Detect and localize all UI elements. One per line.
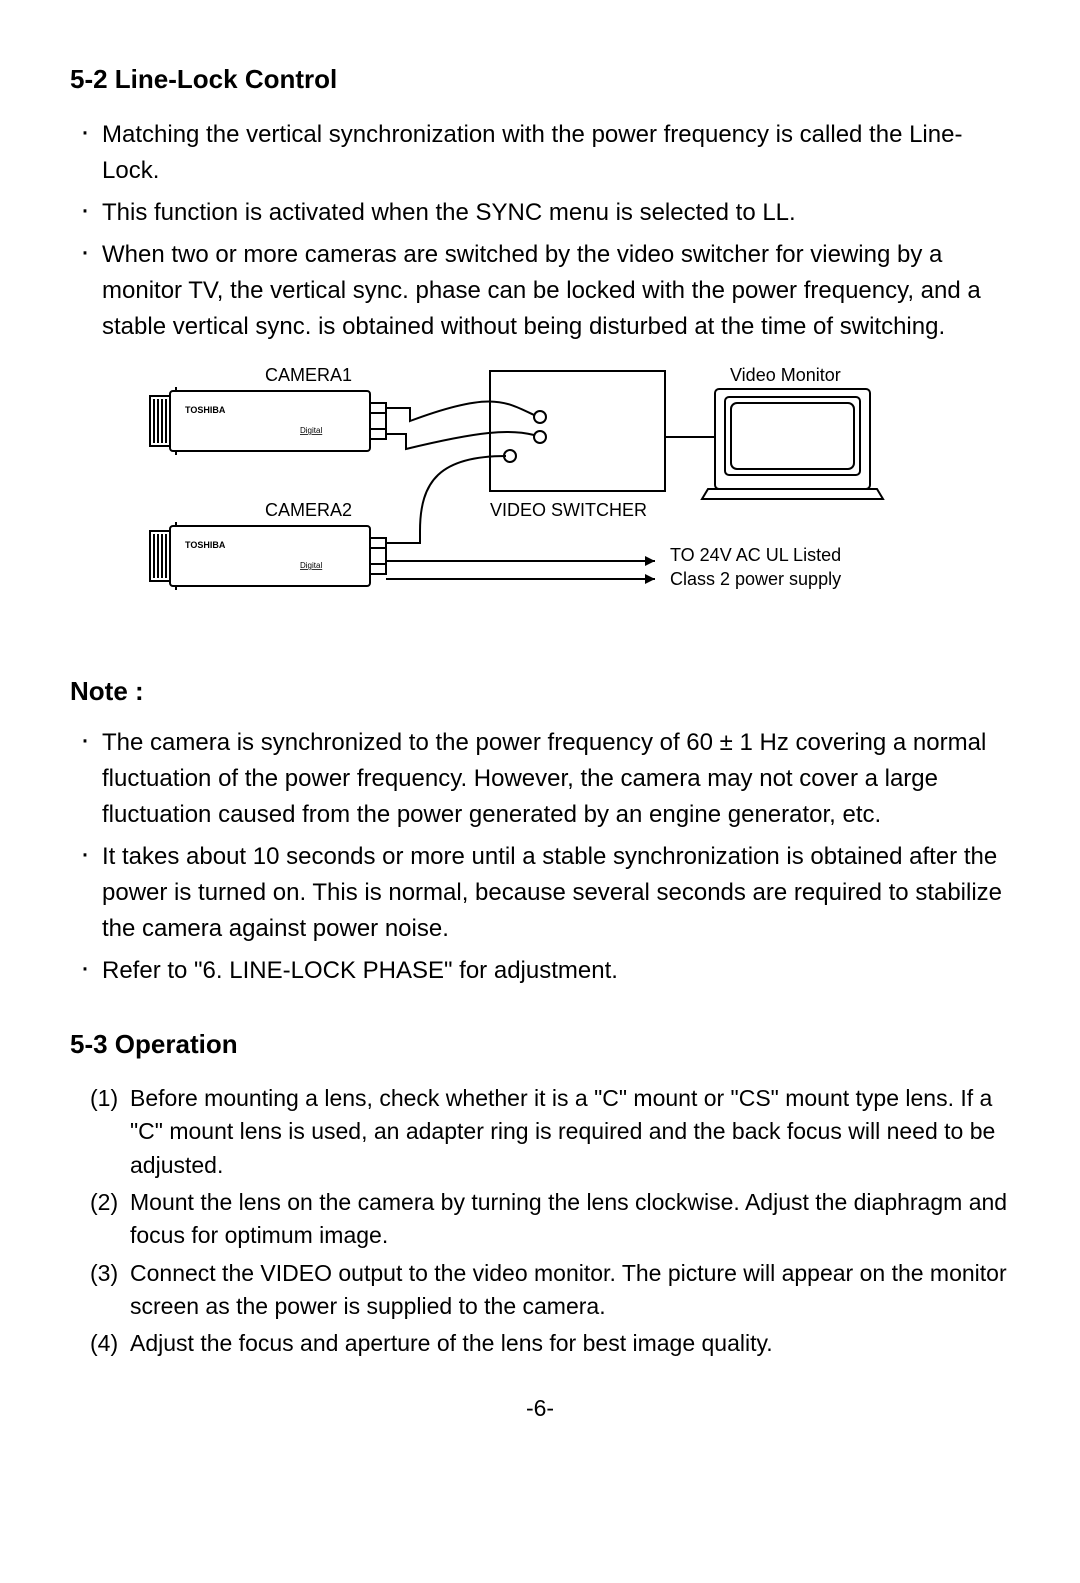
camera-brand: TOSHIBA bbox=[185, 405, 226, 415]
num-marker: (3) bbox=[90, 1257, 130, 1324]
power-label-line1: TO 24V AC UL Listed bbox=[670, 545, 841, 565]
num-item: (1) Before mounting a lens, check whethe… bbox=[90, 1082, 1010, 1182]
num-item: (4) Adjust the focus and aperture of the… bbox=[90, 1327, 1010, 1360]
camera2-icon bbox=[150, 522, 386, 590]
camera-subbrand: Digital bbox=[300, 561, 322, 570]
section-5-3-heading: 5-3 Operation bbox=[70, 1025, 1010, 1064]
monitor-icon bbox=[702, 389, 883, 499]
section-5-3-list: (1) Before mounting a lens, check whethe… bbox=[70, 1082, 1010, 1361]
camera-subbrand: Digital bbox=[300, 426, 322, 435]
num-item: (3) Connect the VIDEO output to the vide… bbox=[90, 1257, 1010, 1324]
section-5-2-heading: 5-2 Line-Lock Control bbox=[70, 60, 1010, 99]
note-heading: Note : bbox=[70, 672, 1010, 711]
camera2-label: CAMERA2 bbox=[265, 500, 352, 520]
bullet-item: This function is activated when the SYNC… bbox=[76, 195, 1010, 231]
bullet-item: Matching the vertical synchronization wi… bbox=[76, 117, 1010, 189]
section-5-2-bullets: Matching the vertical synchronization wi… bbox=[70, 117, 1010, 345]
num-text: Mount the lens on the camera by turning … bbox=[130, 1186, 1010, 1253]
page-number: -6- bbox=[70, 1391, 1010, 1426]
num-marker: (4) bbox=[90, 1327, 130, 1360]
bullet-item: The camera is synchronized to the power … bbox=[76, 725, 1010, 833]
bullet-item: Refer to "6. LINE-LOCK PHASE" for adjust… bbox=[76, 953, 1010, 989]
num-text: Connect the VIDEO output to the video mo… bbox=[130, 1257, 1010, 1324]
camera1-icon bbox=[150, 387, 386, 455]
camera-brand: TOSHIBA bbox=[185, 540, 226, 550]
monitor-label: Video Monitor bbox=[730, 365, 841, 385]
bullet-item: When two or more cameras are switched by… bbox=[76, 237, 1010, 345]
line-lock-diagram: CAMERA1 TOSHIBA Digital CAMERA2 TOSHIBA … bbox=[70, 351, 1010, 652]
switcher-label: VIDEO SWITCHER bbox=[490, 500, 647, 520]
power-label-line2: Class 2 power supply bbox=[670, 569, 841, 589]
num-text: Adjust the focus and aperture of the len… bbox=[130, 1327, 773, 1360]
switcher-icon bbox=[490, 371, 665, 491]
bullet-item: It takes about 10 seconds or more until … bbox=[76, 839, 1010, 947]
camera1-label: CAMERA1 bbox=[265, 365, 352, 385]
note-bullets: The camera is synchronized to the power … bbox=[70, 725, 1010, 989]
num-marker: (2) bbox=[90, 1186, 130, 1253]
num-marker: (1) bbox=[90, 1082, 130, 1182]
num-item: (2) Mount the lens on the camera by turn… bbox=[90, 1186, 1010, 1253]
num-text: Before mounting a lens, check whether it… bbox=[130, 1082, 1010, 1182]
